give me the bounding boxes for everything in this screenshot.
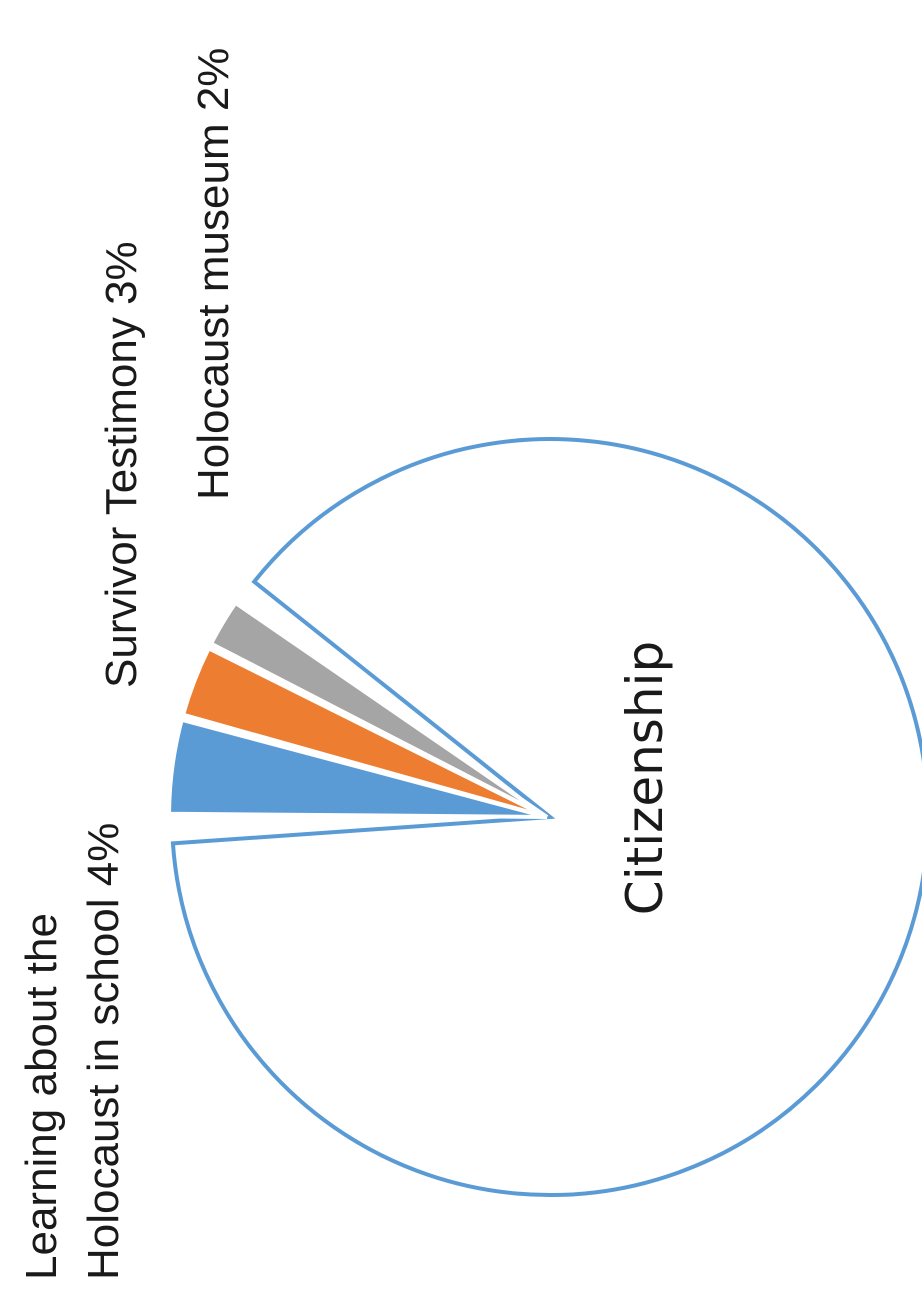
slice-label-citizenship: Citizenship — [616, 641, 674, 915]
pie-slice-holocaust-museum — [208, 600, 549, 819]
pie-slice-survivor-testimony — [180, 645, 548, 819]
slice-label-learning-line1: Learning about the — [17, 913, 66, 1280]
slice-label-learning-line2: Holocaust in school 4% — [79, 823, 128, 1280]
slice-label-holocaust-museum: Holocaust museum 2% — [189, 48, 238, 500]
pie-slice-citizenship — [170, 436, 922, 1197]
pie-slice-learning-about-the-holocaust-in-school — [166, 717, 548, 819]
slice-label-survivor-testimony: Survivor Testimony 3% — [97, 241, 146, 688]
pie-slices — [166, 436, 922, 1197]
